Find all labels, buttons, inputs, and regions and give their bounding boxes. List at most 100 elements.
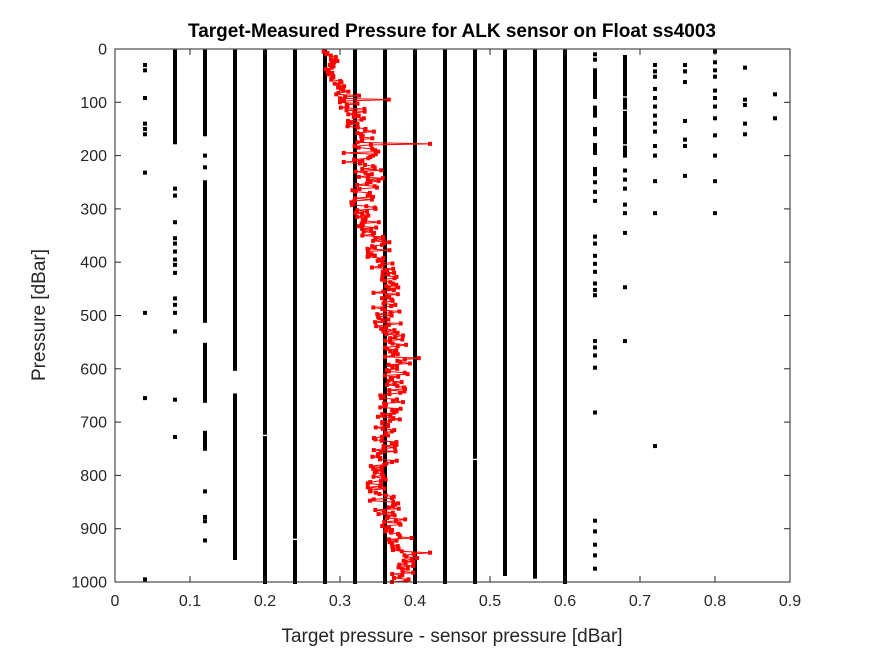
profile-point	[380, 277, 385, 282]
profile-point	[352, 110, 357, 115]
profile-point	[380, 269, 385, 274]
measurement-column	[623, 54, 627, 344]
data-point	[713, 74, 717, 79]
profile-point	[369, 265, 374, 270]
data-point	[683, 173, 687, 178]
profile-point	[398, 360, 403, 365]
profile-point	[407, 361, 412, 366]
profile-point	[341, 88, 346, 93]
data-point	[773, 92, 777, 97]
profile-point	[389, 313, 394, 318]
profile-point	[353, 210, 358, 215]
profile-point	[351, 114, 356, 119]
profile-point	[360, 158, 365, 163]
profile-point	[381, 301, 386, 306]
profile-point	[364, 181, 369, 186]
profile-point	[377, 457, 382, 462]
profile-point	[372, 148, 377, 153]
y-axis: 0 100 200 300 400 500 600 700 800 900 1000	[71, 42, 790, 592]
profile-point	[373, 320, 378, 325]
profile-point	[396, 565, 401, 570]
profile-point	[341, 159, 346, 164]
profile-point	[401, 333, 406, 338]
marker-run	[443, 49, 447, 585]
profile-point	[394, 409, 399, 414]
data-point	[653, 144, 657, 149]
profile-point	[381, 473, 386, 478]
data-point	[593, 518, 597, 523]
data-point	[653, 104, 657, 109]
profile-point	[342, 98, 347, 103]
marker-run	[293, 49, 297, 539]
data-point	[143, 310, 147, 315]
profile-point	[381, 256, 386, 261]
profile-point	[325, 69, 330, 74]
data-point	[623, 339, 627, 344]
profile-point	[372, 253, 377, 258]
x-tick-label: 0.1	[179, 593, 201, 610]
profile-point	[348, 120, 353, 125]
data-point	[593, 365, 597, 370]
profile-point	[346, 112, 351, 117]
data-point	[593, 339, 597, 344]
profile-point	[380, 296, 385, 301]
profile-point	[377, 316, 382, 321]
profile-point	[381, 234, 386, 239]
profile-point	[390, 298, 395, 303]
profile-point	[394, 442, 399, 447]
profile-point	[343, 94, 348, 99]
profile-point	[392, 428, 397, 433]
profile-point	[392, 445, 397, 450]
profile-point	[398, 522, 403, 527]
data-point	[173, 296, 177, 301]
profile-point	[356, 113, 361, 118]
profile-point	[365, 481, 370, 486]
data-point	[623, 186, 627, 191]
profile-point	[349, 202, 354, 207]
plot-background	[115, 49, 790, 582]
x-tick-label: 0	[111, 593, 120, 610]
profile-point	[374, 324, 379, 329]
profile-point	[389, 441, 394, 446]
profile-point	[371, 238, 376, 243]
data-point	[623, 211, 627, 216]
data-point	[743, 132, 747, 137]
profile-point	[390, 542, 395, 547]
profile-point	[389, 530, 394, 535]
data-point	[203, 514, 207, 519]
marker-run	[323, 49, 327, 585]
profile-point	[396, 285, 401, 290]
y-tick-label: 100	[80, 95, 107, 112]
profile-point	[378, 405, 383, 410]
marker-run	[593, 166, 597, 177]
profile-point	[339, 80, 344, 85]
profile-point	[399, 549, 404, 554]
profile-point	[380, 426, 385, 431]
profile-point	[395, 330, 400, 335]
profile-point	[371, 497, 376, 502]
x-tick-label: 0.2	[254, 593, 276, 610]
profile-point	[385, 433, 390, 438]
profile-point	[406, 577, 411, 582]
profile-point	[392, 350, 397, 355]
profile-point	[390, 460, 395, 465]
profile-point	[363, 170, 368, 175]
data-point	[203, 489, 207, 494]
profile-point	[391, 548, 396, 553]
profile-point	[394, 458, 399, 463]
y-tick-label: 1000	[71, 575, 107, 592]
marker-run	[593, 126, 597, 137]
profile-point	[336, 82, 341, 87]
profile-point	[373, 437, 378, 442]
y-tick-label: 600	[80, 361, 107, 378]
profile-point	[338, 105, 343, 110]
marker-run	[413, 49, 417, 585]
profile-point	[365, 209, 370, 214]
profile-point	[353, 169, 358, 174]
profile-point	[390, 281, 395, 286]
profile-point	[338, 96, 343, 101]
data-point	[593, 410, 597, 415]
profile-point	[403, 386, 408, 391]
